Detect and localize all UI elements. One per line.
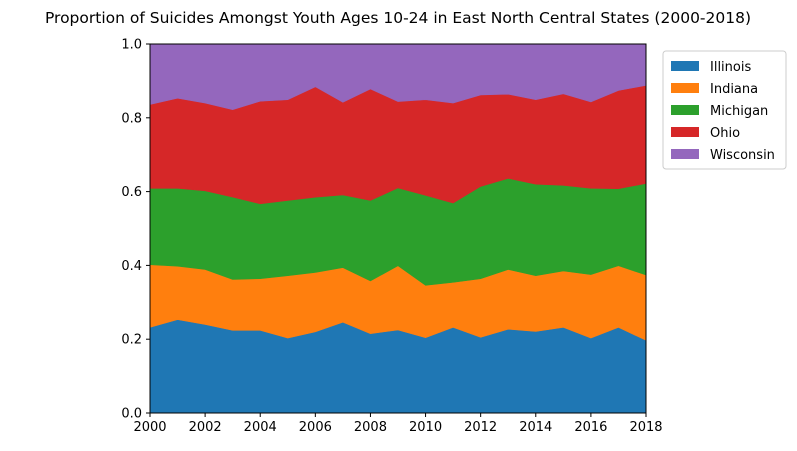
y-tick-label-0.6: 0.6 bbox=[121, 185, 142, 200]
y-tick-label-0.8: 0.8 bbox=[121, 111, 142, 126]
legend-swatch-ohio bbox=[671, 127, 699, 137]
legend-swatch-michigan bbox=[671, 105, 699, 115]
x-tick-label-2000: 2000 bbox=[133, 420, 166, 435]
x-tick-label-2014: 2014 bbox=[519, 420, 552, 435]
x-tick-label-2008: 2008 bbox=[354, 420, 387, 435]
legend: Illinois Indiana Michigan Ohio Wisconsin bbox=[662, 50, 787, 170]
x-tick-label-2012: 2012 bbox=[464, 420, 497, 435]
x-tick-label-2018: 2018 bbox=[629, 420, 662, 435]
x-tick-label-2002: 2002 bbox=[189, 420, 222, 435]
legend-swatch-illinois bbox=[671, 61, 699, 71]
legend-label-wisconsin: Wisconsin bbox=[710, 148, 775, 163]
x-tick-label-2016: 2016 bbox=[574, 420, 607, 435]
legend-box bbox=[662, 50, 787, 170]
legend-label-indiana: Indiana bbox=[710, 82, 758, 97]
y-tick-label-0.2: 0.2 bbox=[121, 333, 142, 348]
x-tick-label-2004: 2004 bbox=[244, 420, 277, 435]
legend-swatch-wisconsin bbox=[671, 149, 699, 159]
plot-frame bbox=[149, 43, 647, 414]
legend-swatch-indiana bbox=[671, 83, 699, 93]
y-tick-label-0.4: 0.4 bbox=[121, 259, 142, 274]
y-tick-label-1.0: 1.0 bbox=[121, 38, 142, 53]
x-axis: 2000 2002 2004 2006 2008 2010 2012 2014 2016 2018 bbox=[133, 413, 663, 435]
x-tick-label-2010: 2010 bbox=[409, 420, 442, 435]
legend-label-illinois: Illinois bbox=[710, 60, 751, 75]
x-tick-label-2006: 2006 bbox=[299, 420, 332, 435]
y-axis: 0.0 0.2 0.4 0.6 0.8 1.0 bbox=[121, 38, 150, 422]
area-illinois bbox=[149, 319, 647, 414]
chart-title: Proportion of Suicides Amongst Youth Age… bbox=[45, 9, 751, 27]
y-tick-label-0.0: 0.0 bbox=[121, 407, 142, 422]
legend-label-michigan: Michigan bbox=[710, 104, 768, 119]
areas-layer bbox=[149, 43, 647, 414]
legend-label-ohio: Ohio bbox=[710, 126, 740, 141]
